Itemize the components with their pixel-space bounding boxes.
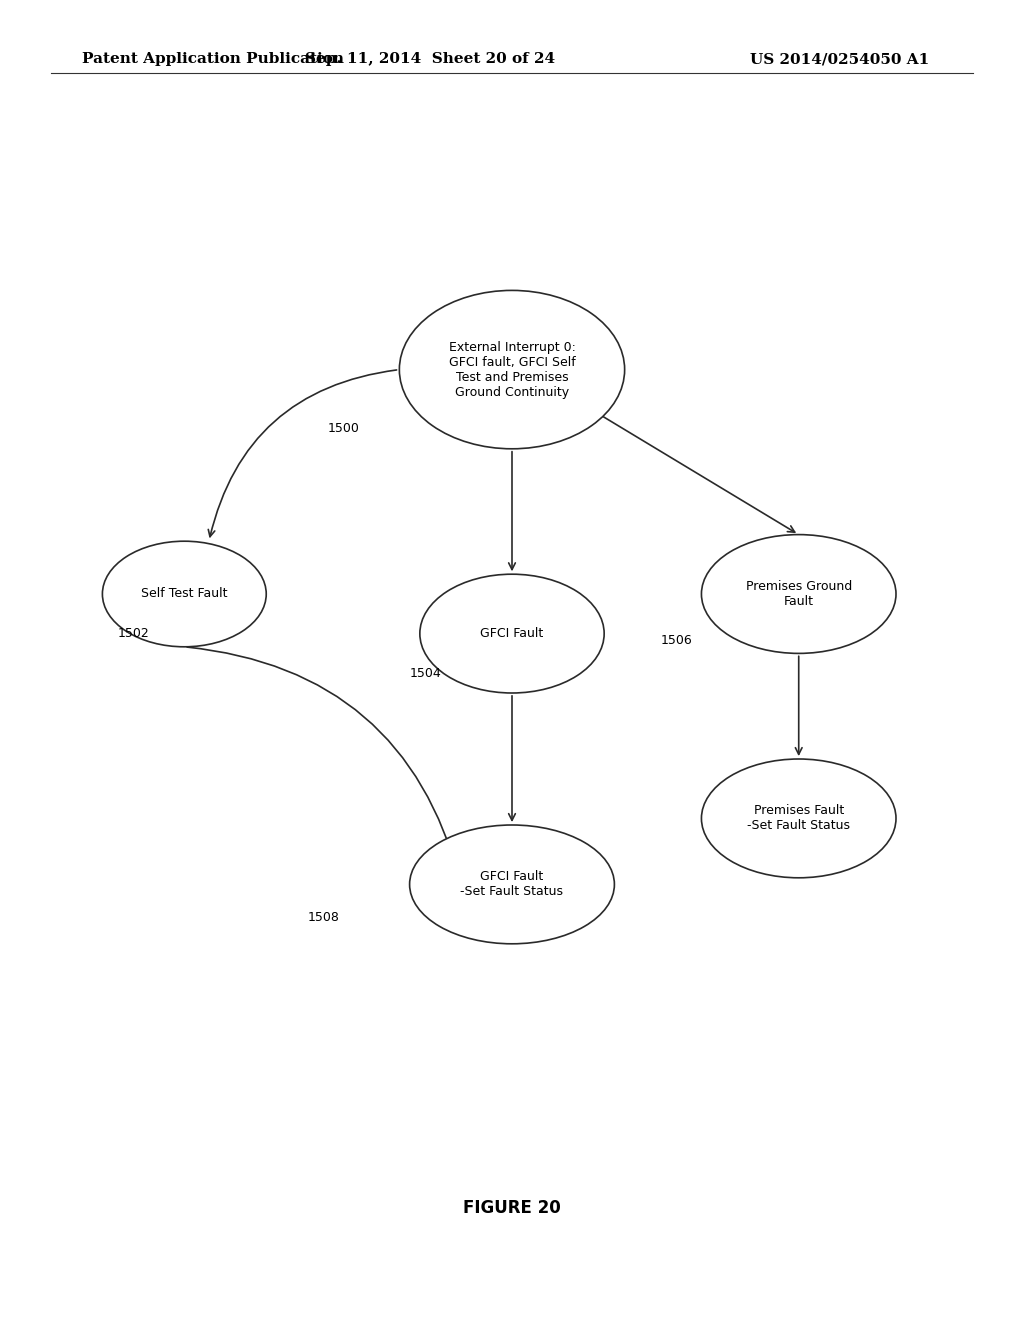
Text: Premises Fault
-Set Fault Status: Premises Fault -Set Fault Status xyxy=(748,804,850,833)
Text: 1508: 1508 xyxy=(307,911,339,924)
Text: Premises Ground
Fault: Premises Ground Fault xyxy=(745,579,852,609)
Text: US 2014/0254050 A1: US 2014/0254050 A1 xyxy=(750,53,930,66)
Ellipse shape xyxy=(701,535,896,653)
Text: Sep. 11, 2014  Sheet 20 of 24: Sep. 11, 2014 Sheet 20 of 24 xyxy=(305,53,555,66)
Text: Self Test Fault: Self Test Fault xyxy=(141,587,227,601)
Text: GFCI Fault
-Set Fault Status: GFCI Fault -Set Fault Status xyxy=(461,870,563,899)
Ellipse shape xyxy=(701,759,896,878)
Text: GFCI Fault: GFCI Fault xyxy=(480,627,544,640)
Text: Patent Application Publication: Patent Application Publication xyxy=(82,53,344,66)
Text: 1502: 1502 xyxy=(118,627,150,640)
Text: 1506: 1506 xyxy=(660,634,692,647)
Ellipse shape xyxy=(399,290,625,449)
Ellipse shape xyxy=(102,541,266,647)
Text: FIGURE 20: FIGURE 20 xyxy=(463,1199,561,1217)
Text: 1504: 1504 xyxy=(410,667,441,680)
Text: 1500: 1500 xyxy=(328,422,359,436)
Text: External Interrupt 0:
GFCI fault, GFCI Self
Test and Premises
Ground Continuity: External Interrupt 0: GFCI fault, GFCI S… xyxy=(449,341,575,399)
Ellipse shape xyxy=(410,825,614,944)
Ellipse shape xyxy=(420,574,604,693)
